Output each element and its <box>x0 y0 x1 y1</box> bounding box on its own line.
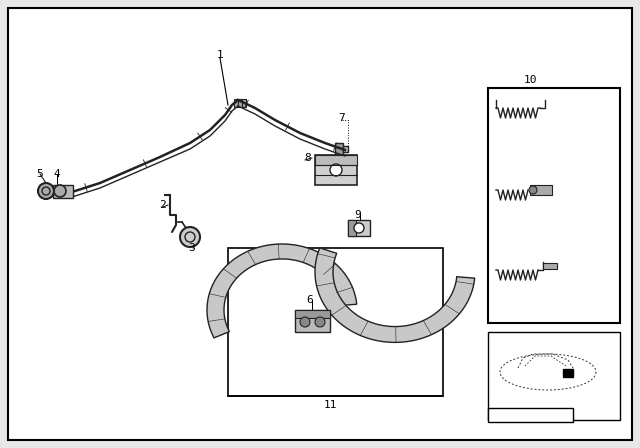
Polygon shape <box>207 244 356 338</box>
Circle shape <box>354 223 364 233</box>
Circle shape <box>330 164 342 176</box>
Text: 6: 6 <box>307 295 314 305</box>
Text: C1030485: C1030485 <box>511 410 548 419</box>
Bar <box>563 369 573 377</box>
Bar <box>234 99 238 107</box>
Bar <box>335 143 343 155</box>
Bar <box>543 263 557 269</box>
Bar <box>348 220 356 236</box>
Text: 11: 11 <box>323 400 337 410</box>
Bar <box>53 185 73 198</box>
Text: 7: 7 <box>339 113 346 123</box>
Text: 8: 8 <box>305 153 312 163</box>
Bar <box>238 99 242 107</box>
Bar <box>348 220 370 236</box>
Text: 5: 5 <box>36 169 44 179</box>
Bar <box>295 310 330 332</box>
Circle shape <box>300 317 310 327</box>
Bar <box>488 88 620 323</box>
Bar <box>228 248 443 396</box>
Text: 10: 10 <box>524 75 537 85</box>
Circle shape <box>315 317 325 327</box>
Bar <box>295 310 330 318</box>
Polygon shape <box>315 248 475 342</box>
Circle shape <box>38 183 54 199</box>
Bar <box>315 155 357 185</box>
Bar <box>242 99 246 107</box>
Bar <box>488 408 573 422</box>
Text: 2: 2 <box>159 200 166 210</box>
Circle shape <box>529 186 537 194</box>
Bar <box>343 146 348 152</box>
Text: 4: 4 <box>54 169 60 179</box>
Text: 9: 9 <box>355 210 362 220</box>
Circle shape <box>180 227 200 247</box>
Bar <box>315 155 357 165</box>
Circle shape <box>54 185 66 197</box>
Text: 3: 3 <box>189 243 195 253</box>
Bar <box>488 332 620 420</box>
Text: 1: 1 <box>216 50 223 60</box>
Bar <box>530 185 552 195</box>
